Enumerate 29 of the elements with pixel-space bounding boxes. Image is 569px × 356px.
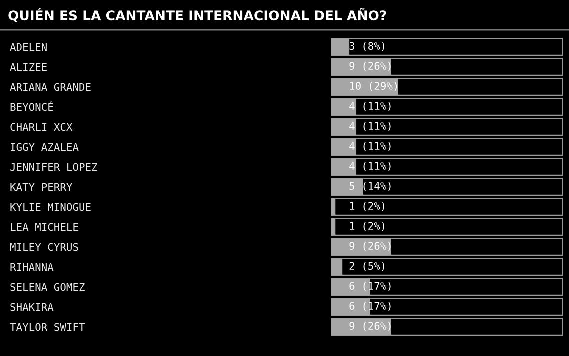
data-label: 2 (5%) xyxy=(350,262,385,272)
y-tick-label: RIHANNA xyxy=(10,263,54,271)
y-tick-label: SHAKIRA xyxy=(10,303,54,312)
y-tick-label: ARIANA GRANDE xyxy=(10,83,91,92)
text: QUIÉN ES LA CANTANTE INTERNACIONAL DEL AÑO? xyxy=(8,8,386,22)
data-label: 5 (14%) xyxy=(350,182,391,192)
data-label: 3 (8%) xyxy=(350,42,385,52)
data-label: 10 (29%) xyxy=(350,82,398,92)
data-label: 4 (11%) xyxy=(350,102,391,112)
y-tick-label: SELENA GOMEZ xyxy=(10,283,85,292)
y-tick-label: KYLIE MINOGUE xyxy=(10,203,91,212)
data-label: 9 (26%) xyxy=(350,62,391,72)
y-tick-label: MILEY CYRUS xyxy=(10,243,78,252)
data-label: 4 (11%) xyxy=(350,142,391,152)
y-tick-label: KATY PERRY xyxy=(10,183,73,191)
y-tick-label: JENNIFER LOPEZ xyxy=(10,163,98,172)
data-label: 4 (11%) xyxy=(350,162,391,172)
y-tick-label: IGGY AZALEA xyxy=(11,143,79,152)
y-tick-label: CHARLI XCX xyxy=(10,123,73,132)
y-tick-label: ADELEN xyxy=(10,43,47,51)
data-label: 9 (26%) xyxy=(350,322,391,332)
y-tick-label: ALIZEE xyxy=(10,63,47,71)
data-label: 4 (11%) xyxy=(350,122,391,132)
y-tick-label: BEYONCÉ xyxy=(10,101,54,112)
data-label: 9 (26%) xyxy=(350,242,391,252)
data-label: 1 (2%) xyxy=(350,202,385,212)
y-tick-label: TAYLOR SWIFT xyxy=(10,323,86,332)
data-label: 1 (2%) xyxy=(350,222,385,232)
y-tick-label: LEA MICHELE xyxy=(11,223,78,232)
